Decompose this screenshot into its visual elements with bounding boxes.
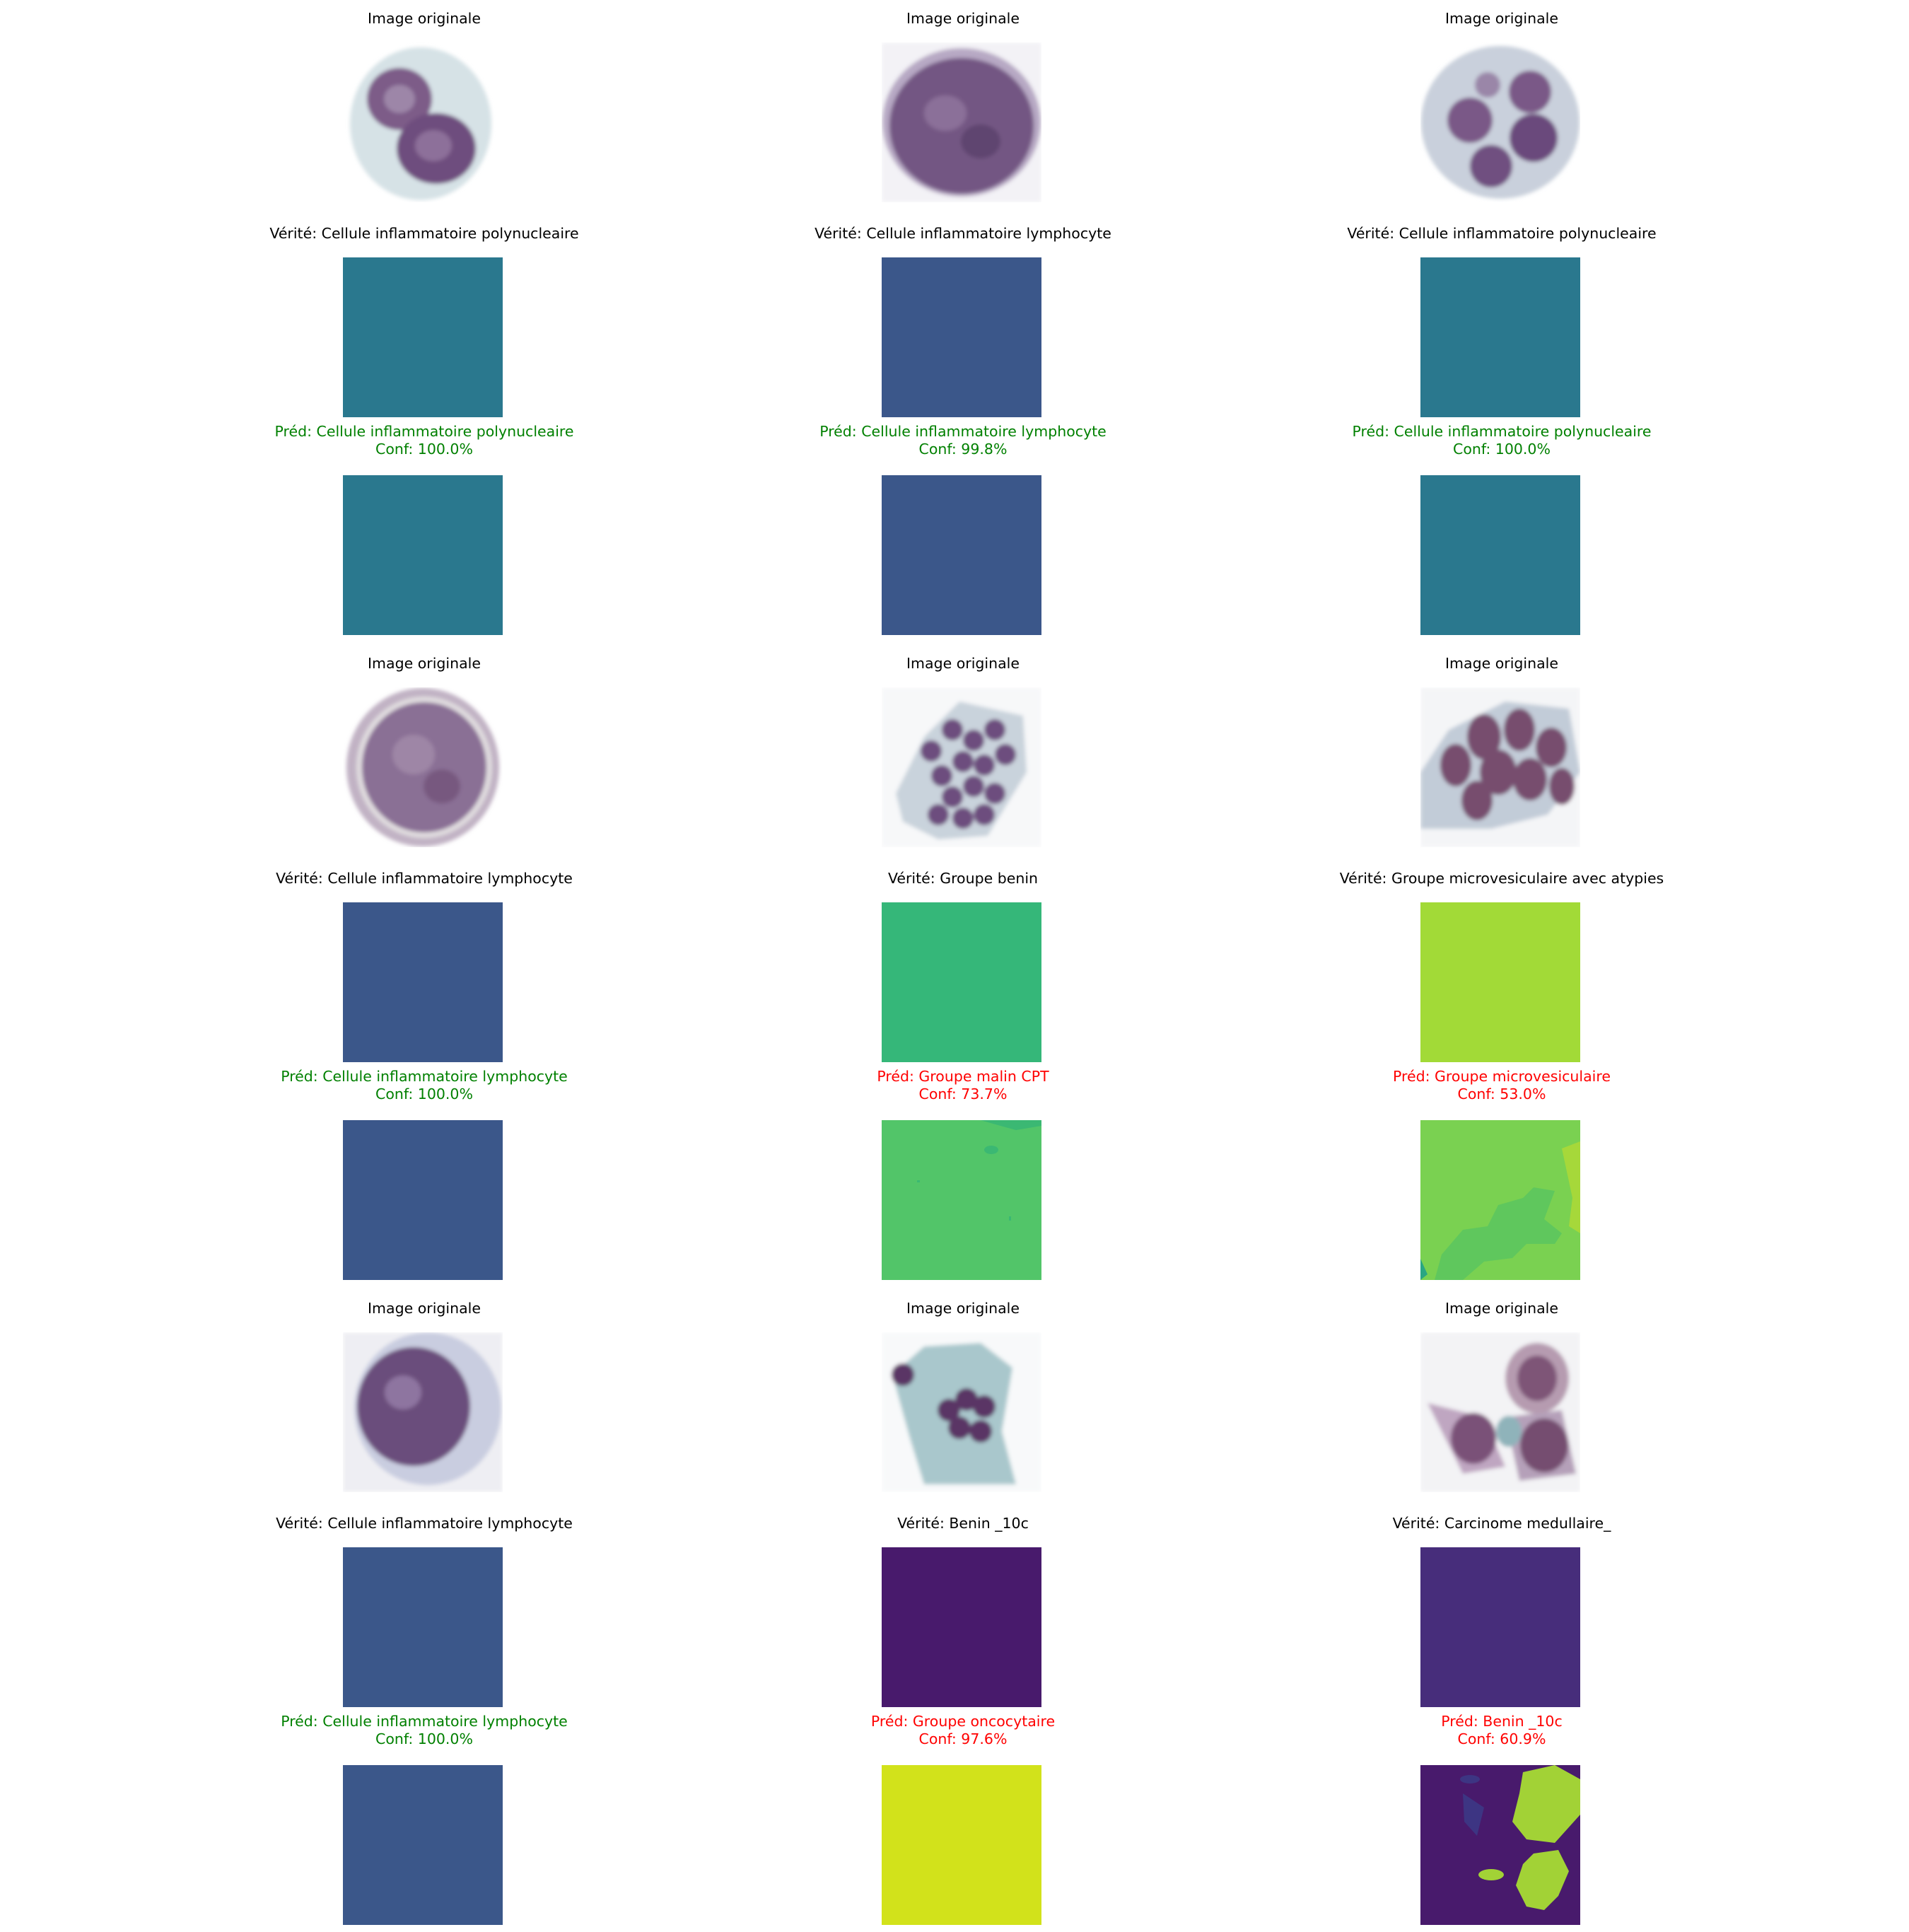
prediction-title: Préd: Cellule inflammatoire polynucleair… (274, 423, 574, 440)
original-image-panel: Image originale (156, 645, 693, 857)
ground-truth-title: Vérité: Carcinome medullaire_ (1392, 1515, 1611, 1532)
ground-truth-panel: Vérité: Cellule inflammatoire lymphocyte (156, 860, 693, 1072)
prediction-title: Préd: Benin _10c (1441, 1713, 1563, 1730)
cell-image (1420, 42, 1580, 202)
prediction-confidence: Conf: 97.6% (918, 1730, 1008, 1747)
ground-truth-title: Vérité: Groupe benin (887, 870, 1039, 887)
ground-truth-mask (882, 257, 1041, 417)
cell-image (343, 687, 503, 847)
prediction-confidence: Conf: 100.0% (375, 1730, 473, 1747)
ground-truth-title: Vérité: Cellule inflammatoire lymphocyte (276, 870, 573, 887)
prediction-mask (343, 1120, 503, 1280)
prediction-confidence: Conf: 99.8% (918, 441, 1008, 458)
original-image-panel: Image originale (694, 0, 1232, 212)
prediction-mask (1420, 475, 1580, 635)
cell-image (1420, 1332, 1580, 1492)
ground-truth-mask (1420, 902, 1580, 1062)
cell-image (1420, 687, 1580, 847)
ground-truth-title: Vérité: Cellule inflammatoire polynuclea… (269, 225, 579, 242)
ground-truth-panel: Vérité: Cellule inflammatoire polynuclea… (1233, 215, 1770, 427)
prediction-title: Préd: Cellule inflammatoire lymphocyte (819, 423, 1107, 440)
ground-truth-panel: Vérité: Cellule inflammatoire lymphocyte (694, 215, 1232, 427)
prediction-mask (882, 1765, 1041, 1925)
ground-truth-title: Vérité: Cellule inflammatoire lymphocyte (815, 225, 1111, 242)
prediction-panel: Préd: Groupe microvesiculaire Conf: 53.0% (1233, 1068, 1770, 1287)
ground-truth-mask (882, 902, 1041, 1062)
original-image-title: Image originale (368, 655, 481, 672)
prediction-mask (882, 1120, 1041, 1280)
original-image-title: Image originale (906, 1300, 1020, 1317)
prediction-confidence: Conf: 73.7% (918, 1086, 1008, 1102)
original-image-title: Image originale (1445, 10, 1558, 27)
original-image-panel: Image originale (1233, 645, 1770, 857)
cell-image (882, 687, 1041, 847)
original-image-title: Image originale (368, 1300, 481, 1317)
prediction-panel: Préd: Groupe malin CPT Conf: 73.7% (694, 1068, 1232, 1287)
original-image-panel: Image originale (694, 645, 1232, 857)
prediction-confidence: Conf: 60.9% (1457, 1730, 1546, 1747)
prediction-panel: Préd: Cellule inflammatoire lymphocyte Co… (156, 1713, 693, 1932)
cell-image (343, 1332, 503, 1492)
prediction-panel: Préd: Benin _10c Conf: 60.9% (1233, 1713, 1770, 1932)
prediction-confidence: Conf: 100.0% (375, 441, 473, 458)
ground-truth-panel: Vérité: Benin _10c (694, 1505, 1232, 1717)
ground-truth-panel: Vérité: Groupe microvesiculaire avec aty… (1233, 860, 1770, 1072)
prediction-title: Préd: Groupe microvesiculaire (1393, 1068, 1611, 1085)
prediction-title: Préd: Cellule inflammatoire lymphocyte (281, 1068, 568, 1085)
ground-truth-title: Vérité: Cellule inflammatoire polynuclea… (1347, 225, 1657, 242)
cell-image (343, 42, 503, 202)
prediction-panel: Préd: Cellule inflammatoire polynucleair… (1233, 423, 1770, 642)
prediction-panel: Préd: Groupe oncocytaire Conf: 97.6% (694, 1713, 1232, 1932)
prediction-mask (1420, 1765, 1580, 1925)
ground-truth-mask (343, 257, 503, 417)
ground-truth-mask (343, 902, 503, 1062)
prediction-confidence: Conf: 100.0% (1453, 441, 1551, 458)
original-image-panel: Image originale (694, 1290, 1232, 1502)
ground-truth-mask (882, 1547, 1041, 1707)
original-image-panel: Image originale (156, 0, 693, 212)
prediction-mask (1420, 1120, 1580, 1280)
prediction-title: Préd: Groupe oncocytaire (870, 1713, 1056, 1730)
ground-truth-mask (343, 1547, 503, 1707)
original-image-panel: Image originale (1233, 0, 1770, 212)
prediction-panel: Préd: Cellule inflammatoire lymphocyte Co… (694, 423, 1232, 642)
prediction-confidence: Conf: 53.0% (1457, 1086, 1546, 1102)
prediction-title: Préd: Cellule inflammatoire lymphocyte (281, 1713, 568, 1730)
ground-truth-mask (1420, 257, 1580, 417)
original-image-title: Image originale (368, 10, 481, 27)
cell-image (882, 1332, 1041, 1492)
ground-truth-title: Vérité: Groupe microvesiculaire avec aty… (1339, 870, 1664, 887)
ground-truth-panel: Vérité: Cellule inflammatoire lymphocyte (156, 1505, 693, 1717)
ground-truth-panel: Vérité: Cellule inflammatoire polynuclea… (156, 215, 693, 427)
original-image-title: Image originale (1445, 1300, 1558, 1317)
original-image-title: Image originale (1445, 655, 1558, 672)
prediction-mask (343, 475, 503, 635)
prediction-confidence: Conf: 100.0% (375, 1086, 473, 1102)
ground-truth-panel: Vérité: Groupe benin (694, 860, 1232, 1072)
original-image-title: Image originale (906, 10, 1020, 27)
original-image-title: Image originale (906, 655, 1020, 672)
original-image-panel: Image originale (156, 1290, 693, 1502)
cell-image (882, 42, 1041, 202)
prediction-title: Préd: Groupe malin CPT (877, 1068, 1049, 1085)
ground-truth-mask (1420, 1547, 1580, 1707)
prediction-title: Préd: Cellule inflammatoire polynucleair… (1352, 423, 1652, 440)
prediction-panel: Préd: Cellule inflammatoire lymphocyte Co… (156, 1068, 693, 1287)
prediction-panel: Préd: Cellule inflammatoire polynucleair… (156, 423, 693, 642)
prediction-mask (343, 1765, 503, 1925)
ground-truth-title: Vérité: Cellule inflammatoire lymphocyte (276, 1515, 573, 1532)
original-image-panel: Image originale (1233, 1290, 1770, 1502)
ground-truth-title: Vérité: Benin _10c (897, 1515, 1029, 1532)
ground-truth-panel: Vérité: Carcinome medullaire_ (1233, 1505, 1770, 1717)
prediction-mask (882, 475, 1041, 635)
